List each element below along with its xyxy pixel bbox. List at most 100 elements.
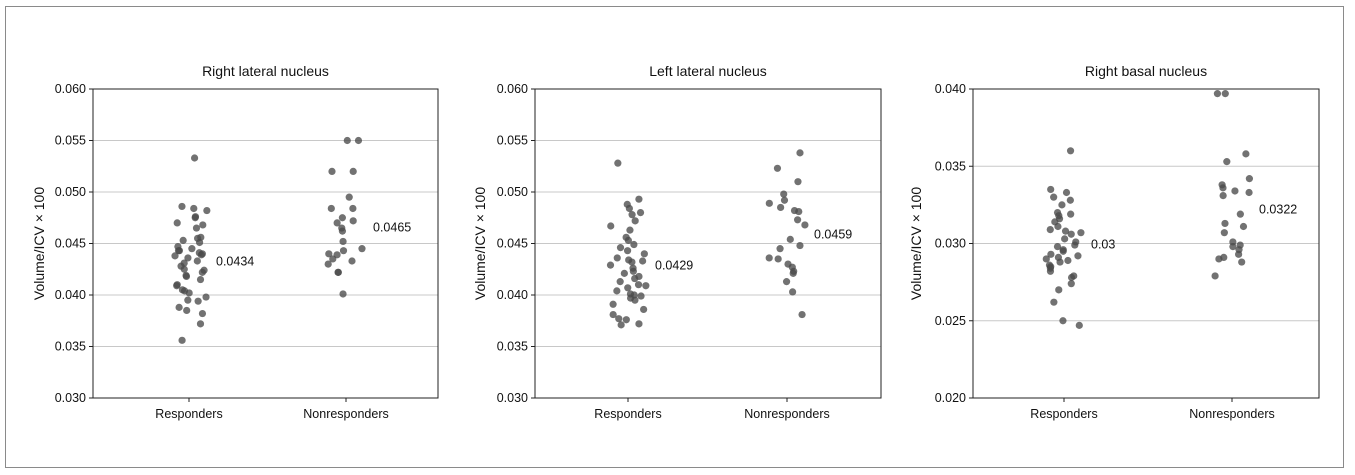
data-point [765, 254, 773, 262]
data-point [1236, 210, 1244, 218]
y-tick-label: 0.035 [935, 159, 966, 173]
mean-label: 0.0322 [1259, 203, 1297, 217]
y-tick-label: 0.050 [497, 185, 528, 199]
data-point [1067, 210, 1075, 218]
data-point [780, 190, 788, 198]
y-axis-label: Volume/ICV × 100 [31, 187, 47, 300]
data-point [620, 269, 628, 277]
data-point [334, 268, 342, 276]
data-point [609, 300, 617, 308]
data-point [1238, 258, 1246, 266]
data-point [1047, 185, 1055, 194]
data-point [1047, 250, 1055, 258]
data-point [193, 257, 201, 265]
data-point [325, 250, 333, 258]
data-point [1219, 192, 1227, 200]
data-point [626, 226, 634, 234]
y-tick-label: 0.040 [935, 82, 966, 96]
data-point [1077, 229, 1085, 237]
data-point [631, 217, 639, 225]
data-point [1071, 241, 1079, 249]
data-point [1050, 298, 1058, 306]
data-point [796, 149, 804, 157]
x-tick-label: Nonresponders [303, 407, 388, 421]
data-point [796, 241, 804, 250]
data-point [327, 204, 335, 213]
data-point [358, 245, 366, 253]
data-point [192, 224, 201, 232]
data-point [196, 320, 205, 328]
data-point [1074, 252, 1082, 260]
data-point [615, 315, 623, 323]
figure-frame [5, 6, 1344, 468]
data-point [637, 292, 645, 300]
data-point [774, 255, 782, 263]
data-point [349, 204, 357, 213]
data-point [195, 238, 204, 247]
data-point [606, 261, 615, 269]
data-point [196, 275, 205, 284]
data-point [198, 268, 206, 276]
data-point [190, 204, 198, 213]
data-point [1211, 272, 1219, 280]
data-point [182, 272, 191, 281]
y-tick-label: 0.045 [497, 237, 528, 251]
data-point [1235, 250, 1243, 258]
data-point [190, 154, 199, 162]
data-point [1056, 258, 1064, 266]
data-point [198, 309, 207, 318]
data-point [623, 247, 632, 255]
y-tick-label: 0.055 [55, 134, 86, 148]
data-point [628, 211, 636, 219]
data-point [1213, 90, 1222, 98]
data-point [624, 236, 632, 245]
data-point [1066, 196, 1074, 204]
y-tick-label: 0.040 [497, 288, 528, 302]
data-point [1239, 222, 1248, 231]
data-point [171, 252, 179, 260]
data-point [617, 321, 625, 329]
data-point [184, 296, 192, 304]
data-point [1061, 235, 1069, 243]
data-point [765, 199, 773, 207]
y-tick-label: 0.030 [935, 237, 966, 251]
data-point [1245, 188, 1253, 197]
data-point [184, 254, 192, 262]
x-tick-label: Responders [594, 407, 661, 421]
data-point [180, 265, 188, 273]
y-tick-label: 0.040 [55, 288, 86, 302]
data-point [616, 244, 625, 252]
data-point [1215, 255, 1223, 263]
y-tick-label: 0.055 [497, 134, 528, 148]
data-point [635, 195, 643, 203]
data-point [339, 290, 347, 298]
data-point [185, 289, 193, 297]
x-tick-label: Responders [155, 407, 222, 421]
data-point [1062, 188, 1071, 197]
data-point [1055, 286, 1063, 294]
data-point [338, 214, 346, 222]
data-point [1067, 280, 1075, 288]
y-axis-label: Volume/ICV × 100 [908, 187, 924, 300]
data-point [178, 202, 186, 211]
data-point [183, 306, 191, 315]
data-point [174, 247, 183, 255]
data-point [328, 167, 336, 175]
data-point [773, 164, 782, 172]
data-point [776, 245, 784, 253]
data-point [1219, 184, 1227, 192]
data-point [339, 237, 347, 246]
data-point [178, 336, 186, 344]
data-point [609, 310, 617, 319]
data-point [639, 257, 647, 265]
data-point [1050, 193, 1058, 201]
y-tick-label: 0.060 [55, 82, 86, 96]
data-point [616, 278, 624, 286]
data-point [628, 258, 636, 266]
data-point [624, 284, 632, 292]
data-point [345, 193, 353, 201]
mean-label: 0.0429 [655, 259, 693, 273]
data-point [789, 269, 797, 277]
data-point [640, 250, 648, 258]
